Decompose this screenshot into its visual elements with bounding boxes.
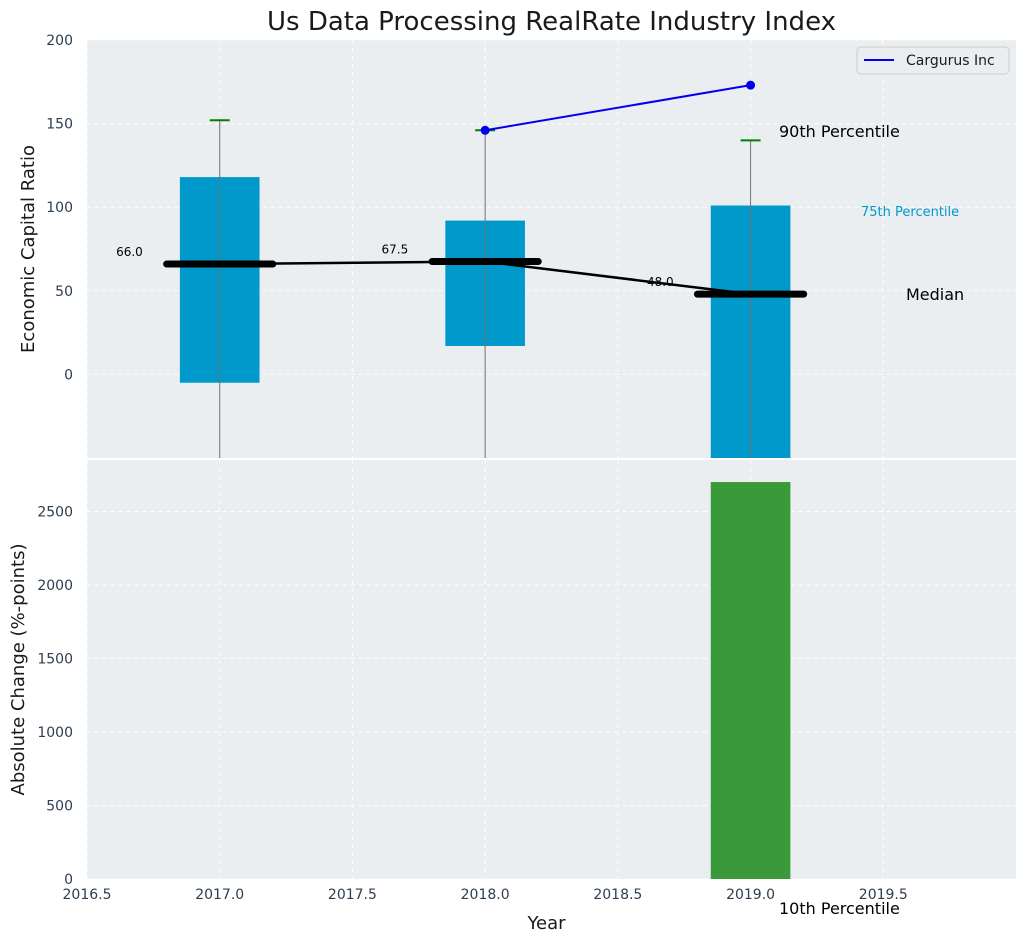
- x-tick: 2018.5: [593, 887, 642, 903]
- series-point-0-1: [746, 80, 756, 90]
- legend: Cargurus Inc: [856, 46, 1010, 75]
- top-y-tick: 150: [46, 117, 73, 133]
- top-y-tick: 200: [46, 33, 73, 49]
- top-y-axis-label: Economic Capital Ratio: [18, 145, 39, 353]
- series-line-0: [484, 84, 751, 132]
- bottom-gridlines: [86, 460, 1016, 880]
- bottom-y-tick: 1500: [37, 651, 73, 667]
- bottom-y-axis-label: Absolute Change (%-points): [8, 544, 29, 796]
- bottom-y-tick: 0: [64, 872, 73, 888]
- annotation-10th-percentile: 10th Percentile: [779, 899, 900, 918]
- chart-title: Us Data Processing RealRate Industry Ind…: [267, 7, 836, 37]
- bottom-y-tick: 2500: [37, 504, 73, 520]
- top-panel-marks: 66.0 67.5 48.0: [87, 80, 1016, 460]
- top-y-tick-labels: 0 50 100 150 200: [46, 33, 73, 383]
- top-y-tick: 100: [46, 200, 73, 216]
- annotation-90th-percentile: 90th Percentile: [779, 122, 900, 141]
- median-label-1: 67.5: [382, 243, 409, 257]
- bottom-y-tick-labels: 0 500 1000 1500 2000 2500: [37, 504, 73, 888]
- bottom-plot-area: [87, 460, 1016, 879]
- x-tick: 2017.5: [328, 887, 377, 903]
- x-axis-label: Year: [526, 913, 566, 934]
- bottom-y-tick: 2000: [37, 578, 73, 594]
- top-y-tick: 0: [64, 367, 73, 383]
- bottom-panel-marks: [710, 482, 791, 879]
- bottom-y-tick: 1000: [37, 725, 73, 741]
- x-tick: 2016.5: [63, 887, 112, 903]
- median-label-0: 66.0: [116, 245, 143, 259]
- x-tick: 2019.5: [859, 887, 908, 903]
- x-tick: 2017.0: [195, 887, 244, 903]
- series-point-0-0: [480, 125, 490, 135]
- annotation-median: Median: [906, 285, 964, 304]
- legend-box: [856, 46, 1010, 75]
- legend-entry-cargurus: Cargurus Inc: [906, 53, 995, 69]
- annotation-75th-percentile: 75th Percentile: [861, 205, 959, 220]
- x-tick: 2018.0: [461, 887, 510, 903]
- x-tick: 2019.0: [726, 887, 775, 903]
- median-label-2: 48.0: [647, 275, 674, 289]
- top-y-tick: 50: [55, 284, 73, 300]
- bottom-y-tick: 500: [46, 798, 73, 814]
- x-tick-labels: 2016.5 2017.0 2017.5 2018.0 2018.5 2019.0 2019…: [63, 887, 908, 903]
- bar-0: [710, 482, 791, 879]
